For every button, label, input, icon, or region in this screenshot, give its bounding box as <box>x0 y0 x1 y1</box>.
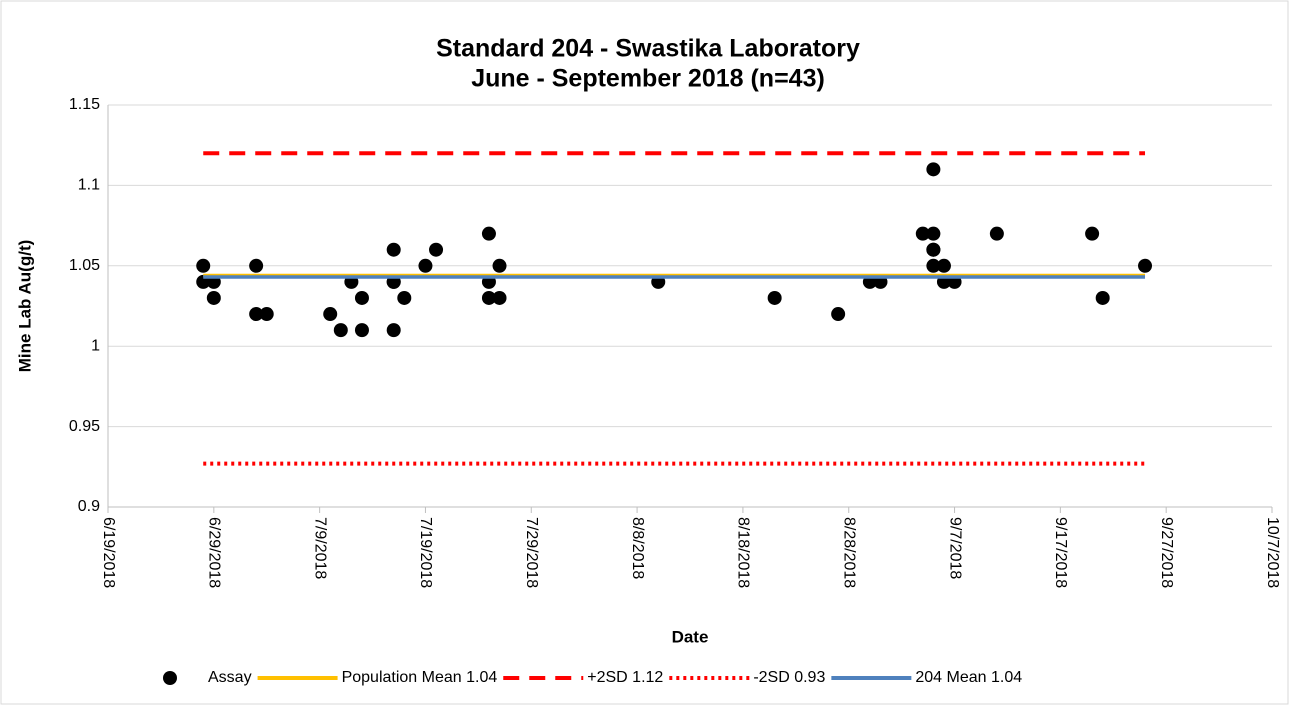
y-axis-title: Mine Lab Au(g/t) <box>15 240 34 373</box>
y-tick-label: 0.9 <box>78 498 100 515</box>
data-point <box>926 242 941 257</box>
x-tick-label: 9/17/2018 <box>1052 517 1069 588</box>
legend-marker <box>163 671 177 685</box>
x-tick-label: 6/29/2018 <box>206 517 223 588</box>
x-tick-label: 7/19/2018 <box>417 517 434 588</box>
y-tick-label: 1 <box>91 337 100 354</box>
data-point <box>492 290 507 305</box>
y-tick-label: 1.05 <box>69 257 100 274</box>
data-point <box>492 258 507 273</box>
legend-label: -2SD 0.93 <box>753 669 825 686</box>
data-point <box>989 226 1004 241</box>
data-point <box>386 242 401 257</box>
data-point <box>386 323 401 338</box>
x-tick-label: 8/8/2018 <box>629 517 646 579</box>
x-tick-label: 7/29/2018 <box>523 517 540 588</box>
chart-subtitle: June - September 2018 (n=43) <box>471 65 825 93</box>
x-tick-label: 8/28/2018 <box>840 517 857 588</box>
legend-label: +2SD 1.12 <box>587 669 663 686</box>
x-tick-label: 9/7/2018 <box>946 517 963 579</box>
data-point <box>926 258 941 273</box>
legend-label: Population Mean 1.04 <box>342 669 498 686</box>
x-tick-label: 10/7/2018 <box>1264 517 1281 588</box>
data-point <box>1138 258 1153 273</box>
data-point <box>831 307 846 322</box>
data-point <box>915 226 930 241</box>
data-point <box>206 290 221 305</box>
data-point <box>926 226 941 241</box>
data-point <box>354 290 369 305</box>
data-point <box>397 290 412 305</box>
data-point <box>429 242 444 257</box>
data-point <box>249 258 264 273</box>
data-point <box>481 290 496 305</box>
legend-label: Assay <box>208 669 252 686</box>
y-tick-label: 1.15 <box>69 96 100 113</box>
data-point <box>1095 290 1110 305</box>
x-axis-title: Date <box>672 627 709 646</box>
data-point <box>767 290 782 305</box>
data-point <box>936 258 951 273</box>
legend-label: 204 Mean 1.04 <box>915 669 1022 686</box>
x-tick-label: 8/18/2018 <box>735 517 752 588</box>
data-point <box>354 323 369 338</box>
data-point <box>259 307 274 322</box>
data-point <box>333 323 348 338</box>
chart-title: Standard 204 - Swastika Laboratory <box>436 35 860 63</box>
data-point <box>481 226 496 241</box>
y-tick-label: 0.95 <box>69 418 100 435</box>
data-point <box>1085 226 1100 241</box>
data-point <box>323 307 338 322</box>
x-tick-label: 9/27/2018 <box>1158 517 1175 588</box>
data-point <box>418 258 433 273</box>
data-point <box>249 307 264 322</box>
data-point <box>926 162 941 177</box>
x-tick-label: 7/9/2018 <box>311 517 328 579</box>
data-point <box>196 258 211 273</box>
x-tick-label: 6/19/2018 <box>100 517 117 588</box>
y-tick-label: 1.1 <box>78 177 100 194</box>
